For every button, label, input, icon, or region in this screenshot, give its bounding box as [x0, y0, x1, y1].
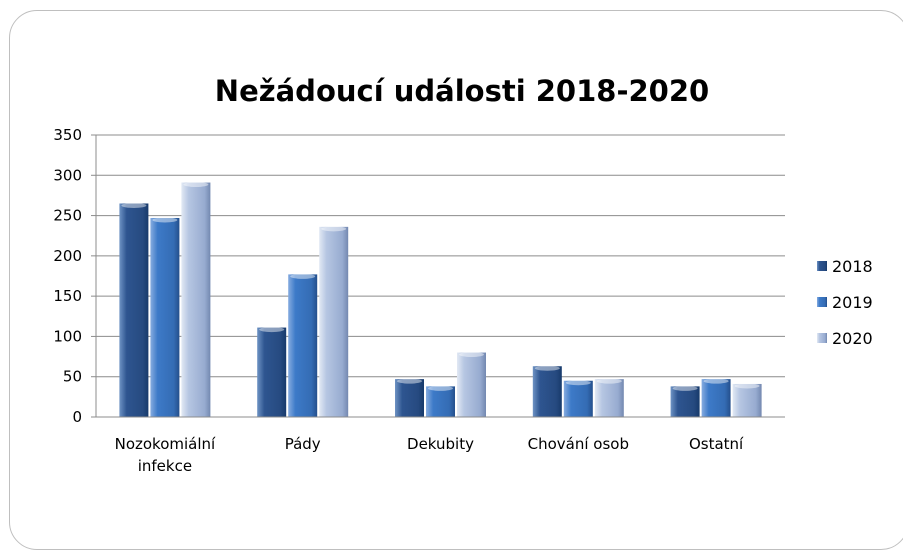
bar-highlight: [534, 365, 560, 371]
y-tick-label: 50: [63, 368, 82, 386]
bar-highlight: [734, 383, 760, 389]
x-tick-label: Dekubity: [407, 435, 474, 453]
legend-swatch: [817, 333, 827, 343]
bar-highlight: [397, 378, 422, 384]
bar-2018: [395, 379, 424, 417]
legend-label: 2019: [832, 293, 873, 312]
bar-highlight: [596, 378, 622, 384]
bar-2020: [457, 352, 486, 417]
bar-2018: [257, 327, 287, 417]
bar-highlight: [321, 226, 347, 232]
bar-highlight: [703, 378, 729, 384]
bar-highlight: [428, 385, 453, 391]
y-axis: 0 50 100 150 200 250 300 350: [53, 126, 97, 426]
bar-2020: [319, 226, 349, 417]
bar-2018: [119, 203, 149, 417]
y-tick-label: 250: [53, 207, 82, 225]
bar-chart: Nežádoucí události 2018-2020 0 50 100 150 20…: [53, 74, 873, 475]
x-tick-label: infekce: [138, 457, 192, 475]
y-tick-label: 150: [53, 287, 82, 305]
y-tick-label: 300: [53, 166, 82, 184]
bar-highlight: [565, 380, 591, 386]
legend-swatch: [817, 261, 827, 271]
bars: [119, 182, 762, 417]
bar-2019: [563, 380, 593, 417]
chart-title: Nežádoucí události 2018-2020: [215, 74, 709, 108]
y-tick-label: 0: [72, 408, 82, 426]
bar-2018: [532, 366, 562, 417]
y-tick-label: 100: [53, 327, 82, 345]
x-axis: Nozokomiální infekce Pády Dekubity Chování o…: [96, 416, 785, 475]
bar-2020: [732, 383, 762, 417]
bar-highlight: [672, 385, 698, 391]
x-tick-label: Pády: [285, 435, 321, 453]
legend: 2018 2019 2020: [817, 257, 873, 348]
bar-2019: [288, 274, 318, 417]
bar-highlight: [183, 182, 209, 188]
legend-swatch: [817, 297, 827, 307]
bar-highlight: [290, 273, 316, 279]
x-tick-label: Chování osob: [528, 435, 629, 453]
y-tick-label: 350: [53, 126, 82, 144]
bar-2018: [670, 386, 700, 417]
bar-2019: [150, 217, 180, 417]
x-tick-label: Nozokomiální: [115, 435, 216, 453]
bar-highlight: [459, 352, 484, 358]
bar-2019: [426, 386, 455, 417]
y-tick-label: 200: [53, 247, 82, 265]
bar-2020: [181, 182, 211, 417]
bar-highlight: [259, 327, 285, 333]
bar-2020: [594, 379, 624, 417]
x-tick-label: Ostatní: [689, 435, 744, 453]
legend-label: 2020: [832, 329, 873, 348]
bar-highlight: [152, 217, 178, 223]
bar-2019: [701, 379, 731, 417]
legend-label: 2018: [832, 257, 873, 276]
bar-highlight: [121, 202, 147, 208]
